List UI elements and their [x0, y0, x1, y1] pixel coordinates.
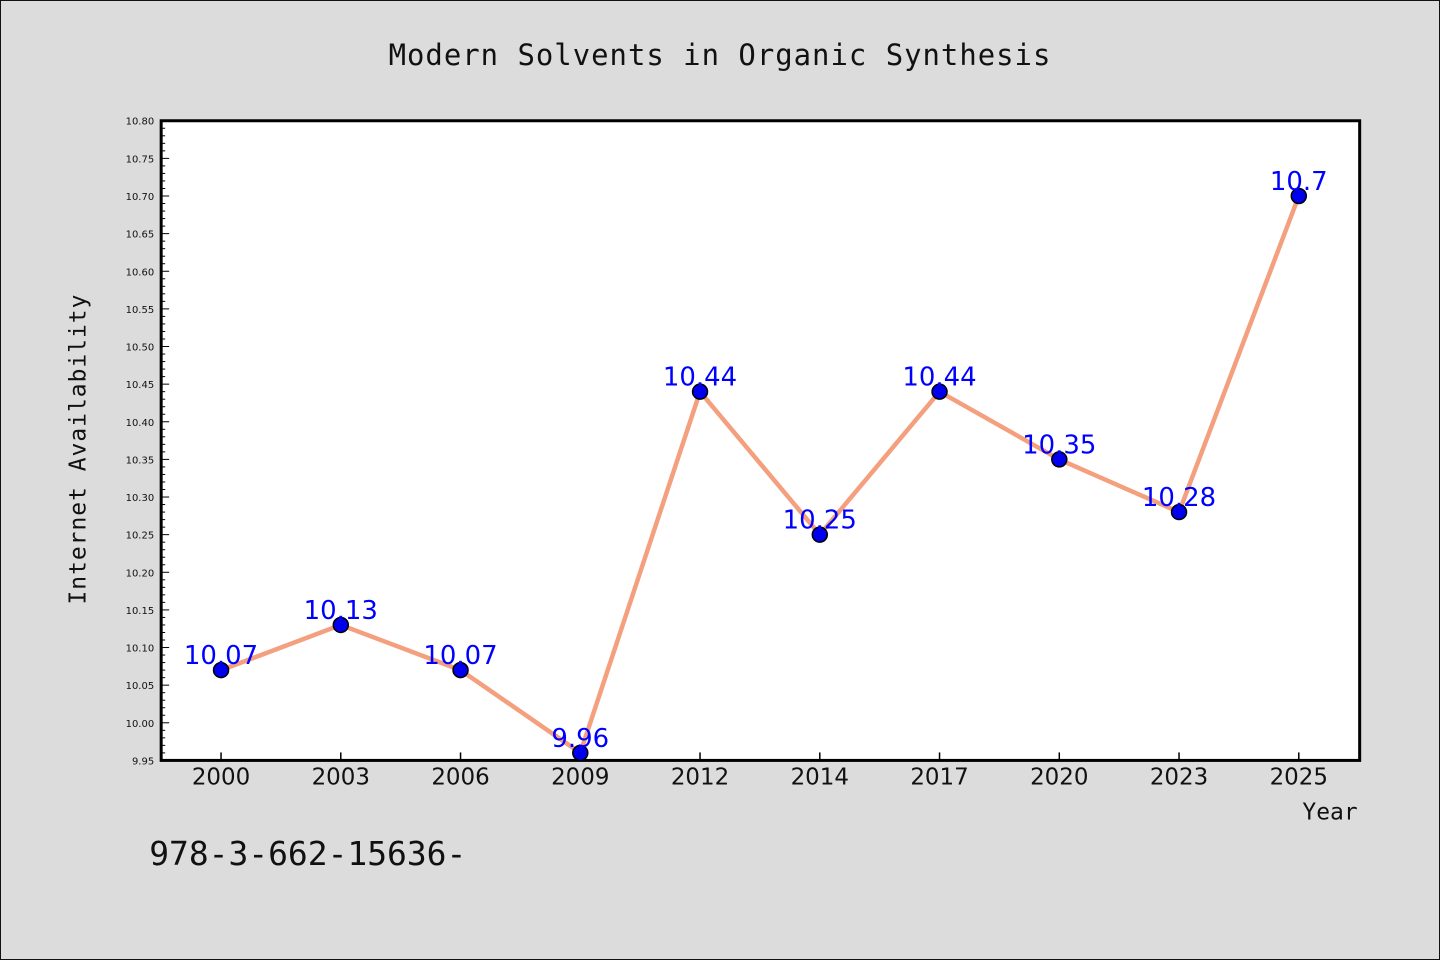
y-tick-label: 9.95: [132, 756, 154, 767]
y-tick-label: 10.35: [126, 455, 155, 466]
y-tick-label: 10.75: [126, 154, 155, 165]
y-tick-label: 10.25: [126, 531, 155, 542]
y-tick-label: 10.20: [126, 568, 155, 579]
x-tick-label: 2012: [671, 764, 729, 790]
data-label: 10.35: [1022, 430, 1096, 460]
x-axis-label: Year: [1302, 799, 1357, 825]
data-point: [452, 661, 469, 679]
series-line-layer: [220, 195, 1301, 756]
data-label: 10.44: [663, 363, 737, 393]
series-line: [220, 195, 1301, 756]
data-point: [1051, 451, 1068, 468]
y-tick-label: 10.05: [126, 681, 155, 692]
y-tick-label: 10.55: [126, 305, 155, 316]
data-label: 10.07: [184, 641, 258, 671]
footnote: 978-3-662-15636-: [149, 834, 466, 873]
data-point: [1170, 503, 1188, 521]
data-label: 10.44: [902, 363, 976, 393]
data-point: [1290, 187, 1308, 205]
data-point: [691, 383, 709, 400]
data-label: 10.7: [1270, 167, 1328, 197]
y-tick-label: 10.30: [126, 493, 155, 504]
x-tick-label: 2000: [192, 764, 250, 790]
y-tick-label: 10.15: [126, 606, 155, 617]
data-label: 10.25: [783, 506, 857, 536]
data-label: 10.28: [1142, 483, 1216, 513]
x-tick-label: 2009: [551, 764, 609, 790]
y-tick-label: 10.80: [126, 117, 155, 128]
data-label: 9.96: [551, 724, 609, 754]
y-axis-label: Internet Availability: [65, 294, 91, 605]
data-point: [332, 616, 350, 634]
data-point: [931, 383, 948, 400]
y-tick-label: 10.65: [126, 230, 155, 241]
data-point: [811, 526, 829, 543]
x-tick-label: 2006: [431, 764, 489, 790]
data-point: [212, 661, 230, 679]
plot-area: [159, 119, 1362, 762]
chart-title: Modern Solvents in Organic Synthesis: [389, 38, 1052, 72]
y-tick-label: 10.70: [126, 192, 155, 203]
data-labels: 10.07 10.13 10.07 9.96 10.44 10.25 10.44 10.35 1…: [184, 167, 1328, 754]
y-tick-label: 10.00: [126, 719, 155, 730]
y-tick-label: 10.45: [126, 380, 155, 391]
y-tick-label: 10.40: [126, 418, 155, 429]
data-label: 10.13: [304, 596, 378, 626]
x-tick-label: 2023: [1150, 764, 1208, 790]
data-points: [212, 187, 1308, 762]
x-tick-label: 2017: [910, 764, 968, 790]
x-tick-label: 2014: [791, 764, 849, 790]
y-axis: 9.95 10.00 10.05 10.10 10.15 10.20 10.25 10.30 1…: [126, 117, 170, 767]
x-tick-label: 2020: [1030, 764, 1088, 790]
data-point: [572, 744, 589, 762]
y-tick-label: 10.50: [126, 343, 155, 354]
x-tick-label: 2003: [312, 764, 370, 790]
y-tick-label: 10.10: [126, 644, 155, 655]
y-tick-label: 10.60: [126, 267, 155, 278]
x-axis: 2000 2003 2006 2009 2012 2014 2017 2020 2023 2025: [192, 752, 1328, 790]
data-label: 10.07: [423, 641, 497, 671]
x-tick-label: 2025: [1270, 764, 1328, 790]
